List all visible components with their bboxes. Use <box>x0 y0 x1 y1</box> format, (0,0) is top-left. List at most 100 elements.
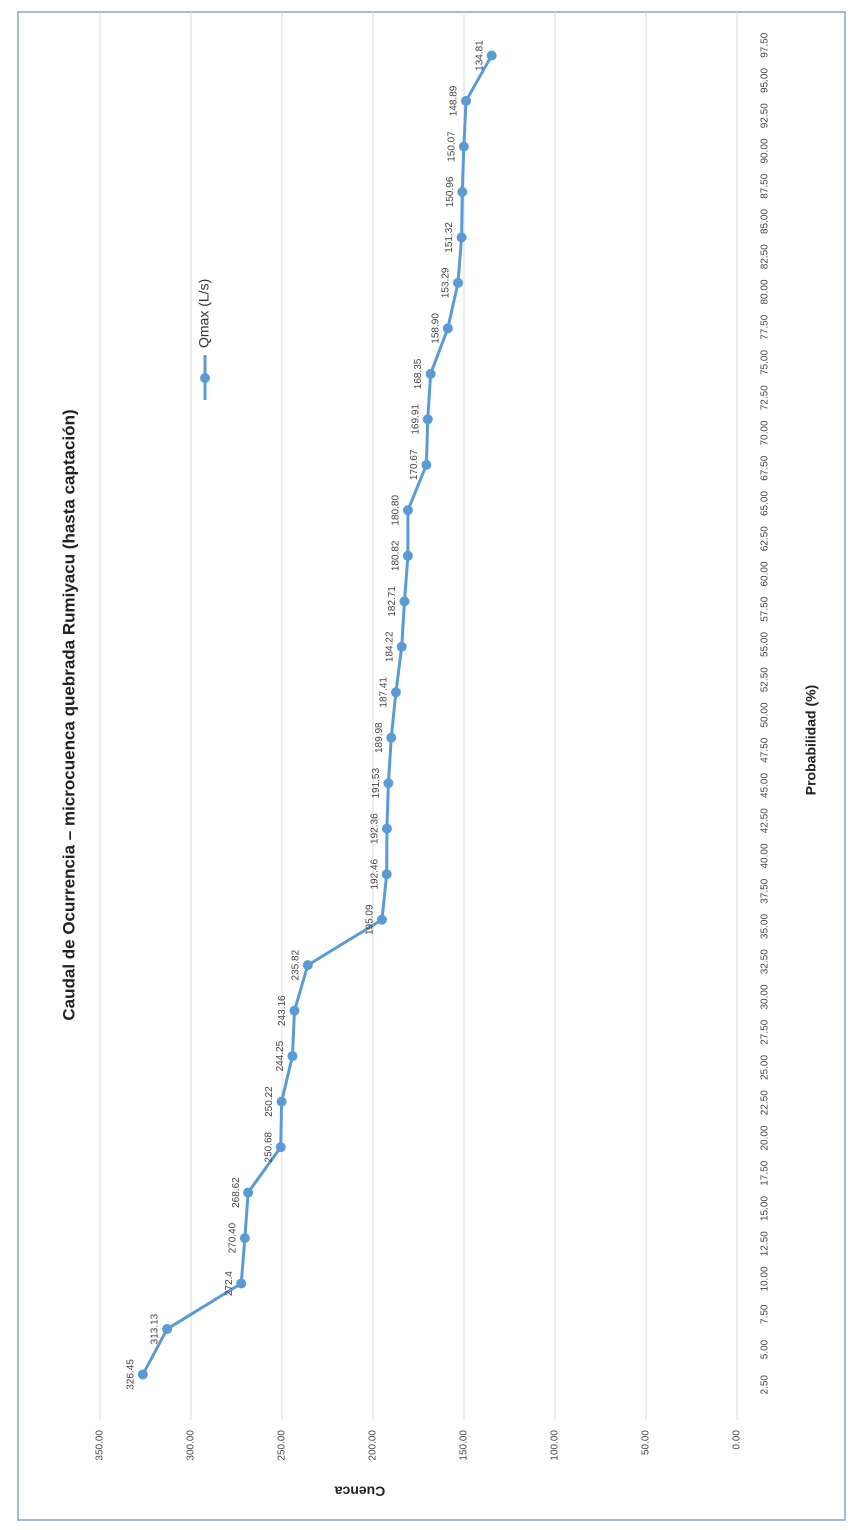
x-tick-label: 47.50 <box>760 737 771 762</box>
x-tick-label: 55.00 <box>760 632 771 657</box>
x-tick-label: 35.00 <box>760 914 771 939</box>
data-point <box>457 186 468 197</box>
y-tick-label: 250.00 <box>277 1430 288 1461</box>
data-label: 170.67 <box>409 449 420 480</box>
data-label: 134.81 <box>474 40 485 71</box>
x-tick-label: 95.00 <box>760 68 771 93</box>
y-tick-label: 300.00 <box>186 1430 197 1461</box>
y-tick-label: 50.00 <box>641 1430 652 1455</box>
data-point <box>376 914 387 925</box>
x-tick-label: 45.00 <box>760 773 771 798</box>
data-label: 150.96 <box>445 176 456 207</box>
data-point <box>275 1142 286 1153</box>
data-point <box>289 1005 300 1016</box>
data-label: 270.40 <box>228 1222 239 1253</box>
y-tick-label: 100.00 <box>550 1430 561 1461</box>
data-point <box>396 641 407 652</box>
x-tick-label: 40.00 <box>760 843 771 868</box>
data-point <box>402 550 413 561</box>
data-point <box>386 732 397 743</box>
y-tick-label: 350.00 <box>95 1430 106 1461</box>
data-point <box>276 1096 287 1107</box>
data-label: 243.16 <box>277 995 288 1026</box>
x-tick-label: 87.50 <box>760 173 771 198</box>
data-point <box>425 368 436 379</box>
x-tick-label: 5.00 <box>760 1339 771 1359</box>
data-point <box>390 687 401 698</box>
data-point <box>381 823 392 834</box>
x-axis-title: Probabilidad (%) <box>803 685 819 795</box>
x-tick-label: 15.00 <box>760 1196 771 1221</box>
y-axis-title: Cuenca <box>335 1483 386 1499</box>
data-label: 153.29 <box>441 267 452 298</box>
data-label: 169.91 <box>410 404 421 435</box>
chart-title: Caudal de Ocurrencia – microcuenca quebr… <box>59 409 78 1020</box>
x-tick-label: 7.50 <box>760 1304 771 1324</box>
data-point <box>422 414 433 425</box>
data-point <box>458 141 469 152</box>
x-tick-label: 17.50 <box>760 1160 771 1185</box>
data-point <box>453 277 464 288</box>
data-point <box>243 1187 254 1198</box>
y-tick-label: 200.00 <box>368 1430 379 1461</box>
data-label: 180.82 <box>391 540 402 571</box>
x-tick-label: 97.50 <box>760 32 771 57</box>
data-point <box>399 596 410 607</box>
data-label: 268.62 <box>231 1177 242 1208</box>
x-tick-label: 70.00 <box>760 420 771 445</box>
rotated-chart: Caudal de Ocurrencia – microcuenca quebr… <box>17 10 846 1521</box>
data-point <box>287 1051 298 1062</box>
data-label: 151.32 <box>444 222 455 253</box>
data-label: 250.22 <box>264 1086 275 1117</box>
x-tick-label: 20.00 <box>760 1125 771 1150</box>
data-label: 168.35 <box>413 358 424 389</box>
chart-frame <box>17 11 846 1521</box>
data-label: 235.82 <box>290 949 301 980</box>
x-tick-label: 42.50 <box>760 808 771 833</box>
x-tick-label: 50.00 <box>760 702 771 727</box>
y-tick-label: 0.00 <box>732 1430 743 1450</box>
x-tick-label: 77.50 <box>760 314 771 339</box>
y-tick-label: 150.00 <box>459 1430 470 1461</box>
x-tick-label: 82.50 <box>760 244 771 269</box>
data-label: 187.41 <box>379 677 390 708</box>
data-label: 148.89 <box>449 85 460 116</box>
data-label: 150.07 <box>447 131 458 162</box>
data-point <box>442 323 453 334</box>
x-tick-label: 57.50 <box>760 596 771 621</box>
x-tick-label: 75.00 <box>760 350 771 375</box>
data-label: 313.13 <box>150 1313 161 1344</box>
data-point <box>381 869 392 880</box>
data-label: 195.09 <box>365 904 376 935</box>
x-tick-label: 85.00 <box>760 209 771 234</box>
data-label: 192.46 <box>369 858 380 889</box>
x-tick-label: 80.00 <box>760 279 771 304</box>
data-label: 184.22 <box>384 631 395 662</box>
data-point <box>137 1369 148 1380</box>
data-label: 192.36 <box>370 813 381 844</box>
x-tick-label: 12.50 <box>760 1231 771 1256</box>
x-tick-label: 37.50 <box>760 878 771 903</box>
data-label: 250.68 <box>263 1131 274 1162</box>
x-tick-label: 72.50 <box>760 385 771 410</box>
data-point <box>456 232 467 243</box>
x-tick-label: 32.50 <box>760 949 771 974</box>
data-point <box>236 1278 247 1289</box>
x-tick-label: 65.00 <box>760 491 771 516</box>
data-label: 189.98 <box>374 722 385 753</box>
x-tick-label: 10.00 <box>760 1266 771 1291</box>
x-tick-label: 30.00 <box>760 984 771 1009</box>
data-label: 191.53 <box>371 768 382 799</box>
x-tick-label: 52.50 <box>760 667 771 692</box>
data-point <box>383 778 394 789</box>
data-label: 326.45 <box>126 1359 137 1390</box>
data-label: 272.4 <box>224 1271 235 1296</box>
legend-label: Qmax (L/s) <box>196 279 212 348</box>
x-tick-label: 27.50 <box>760 1019 771 1044</box>
x-tick-label: 62.50 <box>760 526 771 551</box>
x-tick-label: 25.00 <box>760 1055 771 1080</box>
data-point <box>162 1324 173 1335</box>
series-line <box>141 54 493 1376</box>
legend-marker <box>200 373 210 383</box>
